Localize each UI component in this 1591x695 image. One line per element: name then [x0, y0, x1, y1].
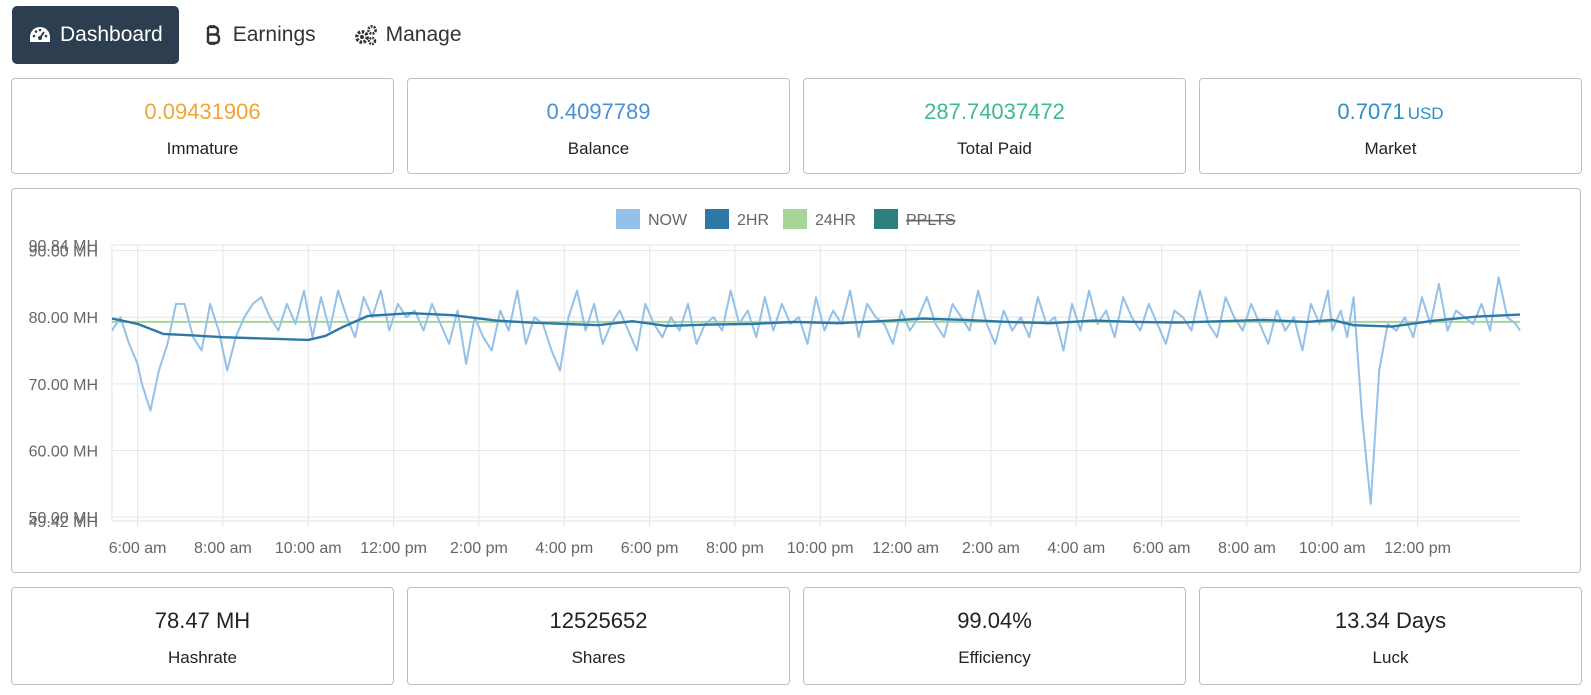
gears-icon — [354, 23, 378, 47]
x-tick-label: 10:00 am — [1299, 540, 1366, 557]
x-tick-label: 8:00 pm — [706, 540, 764, 557]
x-tick-label: 8:00 am — [1218, 540, 1276, 557]
y-tick-label: 90.00 MH — [29, 244, 98, 261]
x-tick-label: 10:00 am — [275, 540, 342, 557]
stat-card-shares: 12525652 Shares — [407, 587, 790, 685]
legend-label-now: NOW — [648, 212, 688, 229]
x-tick-label: 12:00 pm — [360, 540, 427, 557]
y-tick-label: 70.00 MH — [29, 377, 98, 394]
tab-label: Manage — [385, 23, 462, 46]
legend-label-24hr: 24HR — [815, 212, 856, 229]
hashrate-label: Hashrate — [168, 648, 237, 667]
x-tick-label: 2:00 am — [962, 540, 1020, 557]
luck-label: Luck — [1372, 648, 1409, 667]
series-line-now — [111, 276, 1521, 505]
stat-card-market: 0.7071 USD Market — [1199, 78, 1582, 174]
stat-card-efficiency: 99.04% Efficiency — [803, 587, 1186, 685]
tachometer-icon — [28, 23, 52, 47]
x-tick-label: 2:00 pm — [450, 540, 508, 557]
market-value-wrap: 0.7071 USD — [1200, 99, 1581, 125]
tab-label: Earnings — [232, 23, 316, 46]
stat-card-total-paid: 287.74037472 Total Paid — [803, 78, 1186, 174]
stat-card-hashrate: 78.47 MH Hashrate — [11, 587, 394, 685]
shares-label: Shares — [571, 648, 626, 667]
x-tick-label: 4:00 pm — [535, 540, 593, 557]
total-paid-label: Total Paid — [957, 139, 1032, 158]
legend-swatch-24hr — [783, 209, 807, 229]
legend-swatch-2hr — [705, 209, 729, 229]
y-tick-label: 80.00 MH — [29, 310, 98, 327]
tab-label: Dashboard — [60, 23, 163, 46]
tab-dashboard[interactable]: Dashboard — [12, 6, 179, 64]
stat-card-balance: 0.4097789 Balance — [407, 78, 790, 174]
balance-value: 0.4097789 — [546, 99, 651, 124]
y-tick-label: 90.84 MH — [29, 238, 98, 255]
y-tick-label: 49.42 MH — [29, 514, 98, 531]
shares-value: 12525652 — [549, 608, 648, 633]
x-tick-label: 4:00 am — [1047, 540, 1105, 557]
nav-tabs: Dashboard Earnings Manage — [12, 6, 484, 64]
hashrate-value: 78.47 MH — [154, 608, 251, 633]
series-line-2hr — [111, 311, 1521, 342]
market-unit: USD — [1407, 104, 1444, 123]
x-tick-label: 12:00 pm — [1384, 540, 1451, 557]
x-tick-label: 12:00 am — [872, 540, 939, 557]
x-tick-label: 6:00 am — [109, 540, 167, 557]
hashrate-chart-panel: 90.84 MH 90.00 MH 80.00 MH 70.00 MH 60.00 MH… — [11, 188, 1581, 573]
x-tick-label: 8:00 am — [194, 540, 252, 557]
legend-swatch-now — [616, 209, 640, 229]
efficiency-value: 99.04% — [957, 608, 1032, 633]
y-tick-label: 50.00 MH — [29, 510, 98, 527]
x-tick-label: 6:00 am — [1133, 540, 1191, 557]
legend-swatch-pplts — [874, 209, 898, 229]
immature-label: Immature — [166, 139, 239, 158]
legend-label-2hr: 2HR — [737, 212, 769, 229]
x-tick-label: 10:00 pm — [787, 540, 854, 557]
balance-label: Balance — [567, 139, 630, 158]
total-paid-value: 287.74037472 — [924, 99, 1065, 124]
tab-manage[interactable]: Manage — [338, 6, 478, 64]
stat-card-luck: 13.34 Days Luck — [1199, 587, 1582, 685]
x-tick-label: 6:00 pm — [621, 540, 679, 557]
tab-earnings[interactable]: Earnings — [185, 6, 332, 64]
efficiency-label: Efficiency — [958, 648, 1031, 667]
market-label: Market — [1364, 139, 1417, 158]
stat-card-immature: 0.09431906 Immature — [11, 78, 394, 174]
market-value: 0.7071 — [1337, 99, 1405, 124]
legend-label-pplts: PPLTS — [906, 212, 956, 229]
immature-value: 0.09431906 — [144, 99, 261, 124]
luck-value: 13.34 Days — [1334, 608, 1447, 633]
y-tick-label: 60.00 MH — [29, 444, 98, 461]
bitcoin-icon — [201, 23, 225, 47]
